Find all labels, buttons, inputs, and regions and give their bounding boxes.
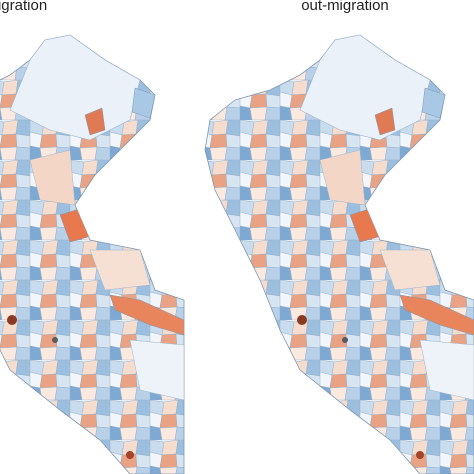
map-in-migration: in-migration <box>0 0 184 474</box>
map-title: out-migration <box>301 0 389 14</box>
map-out-migration: out-migration <box>205 0 474 474</box>
map-title: in-migration <box>0 0 47 14</box>
